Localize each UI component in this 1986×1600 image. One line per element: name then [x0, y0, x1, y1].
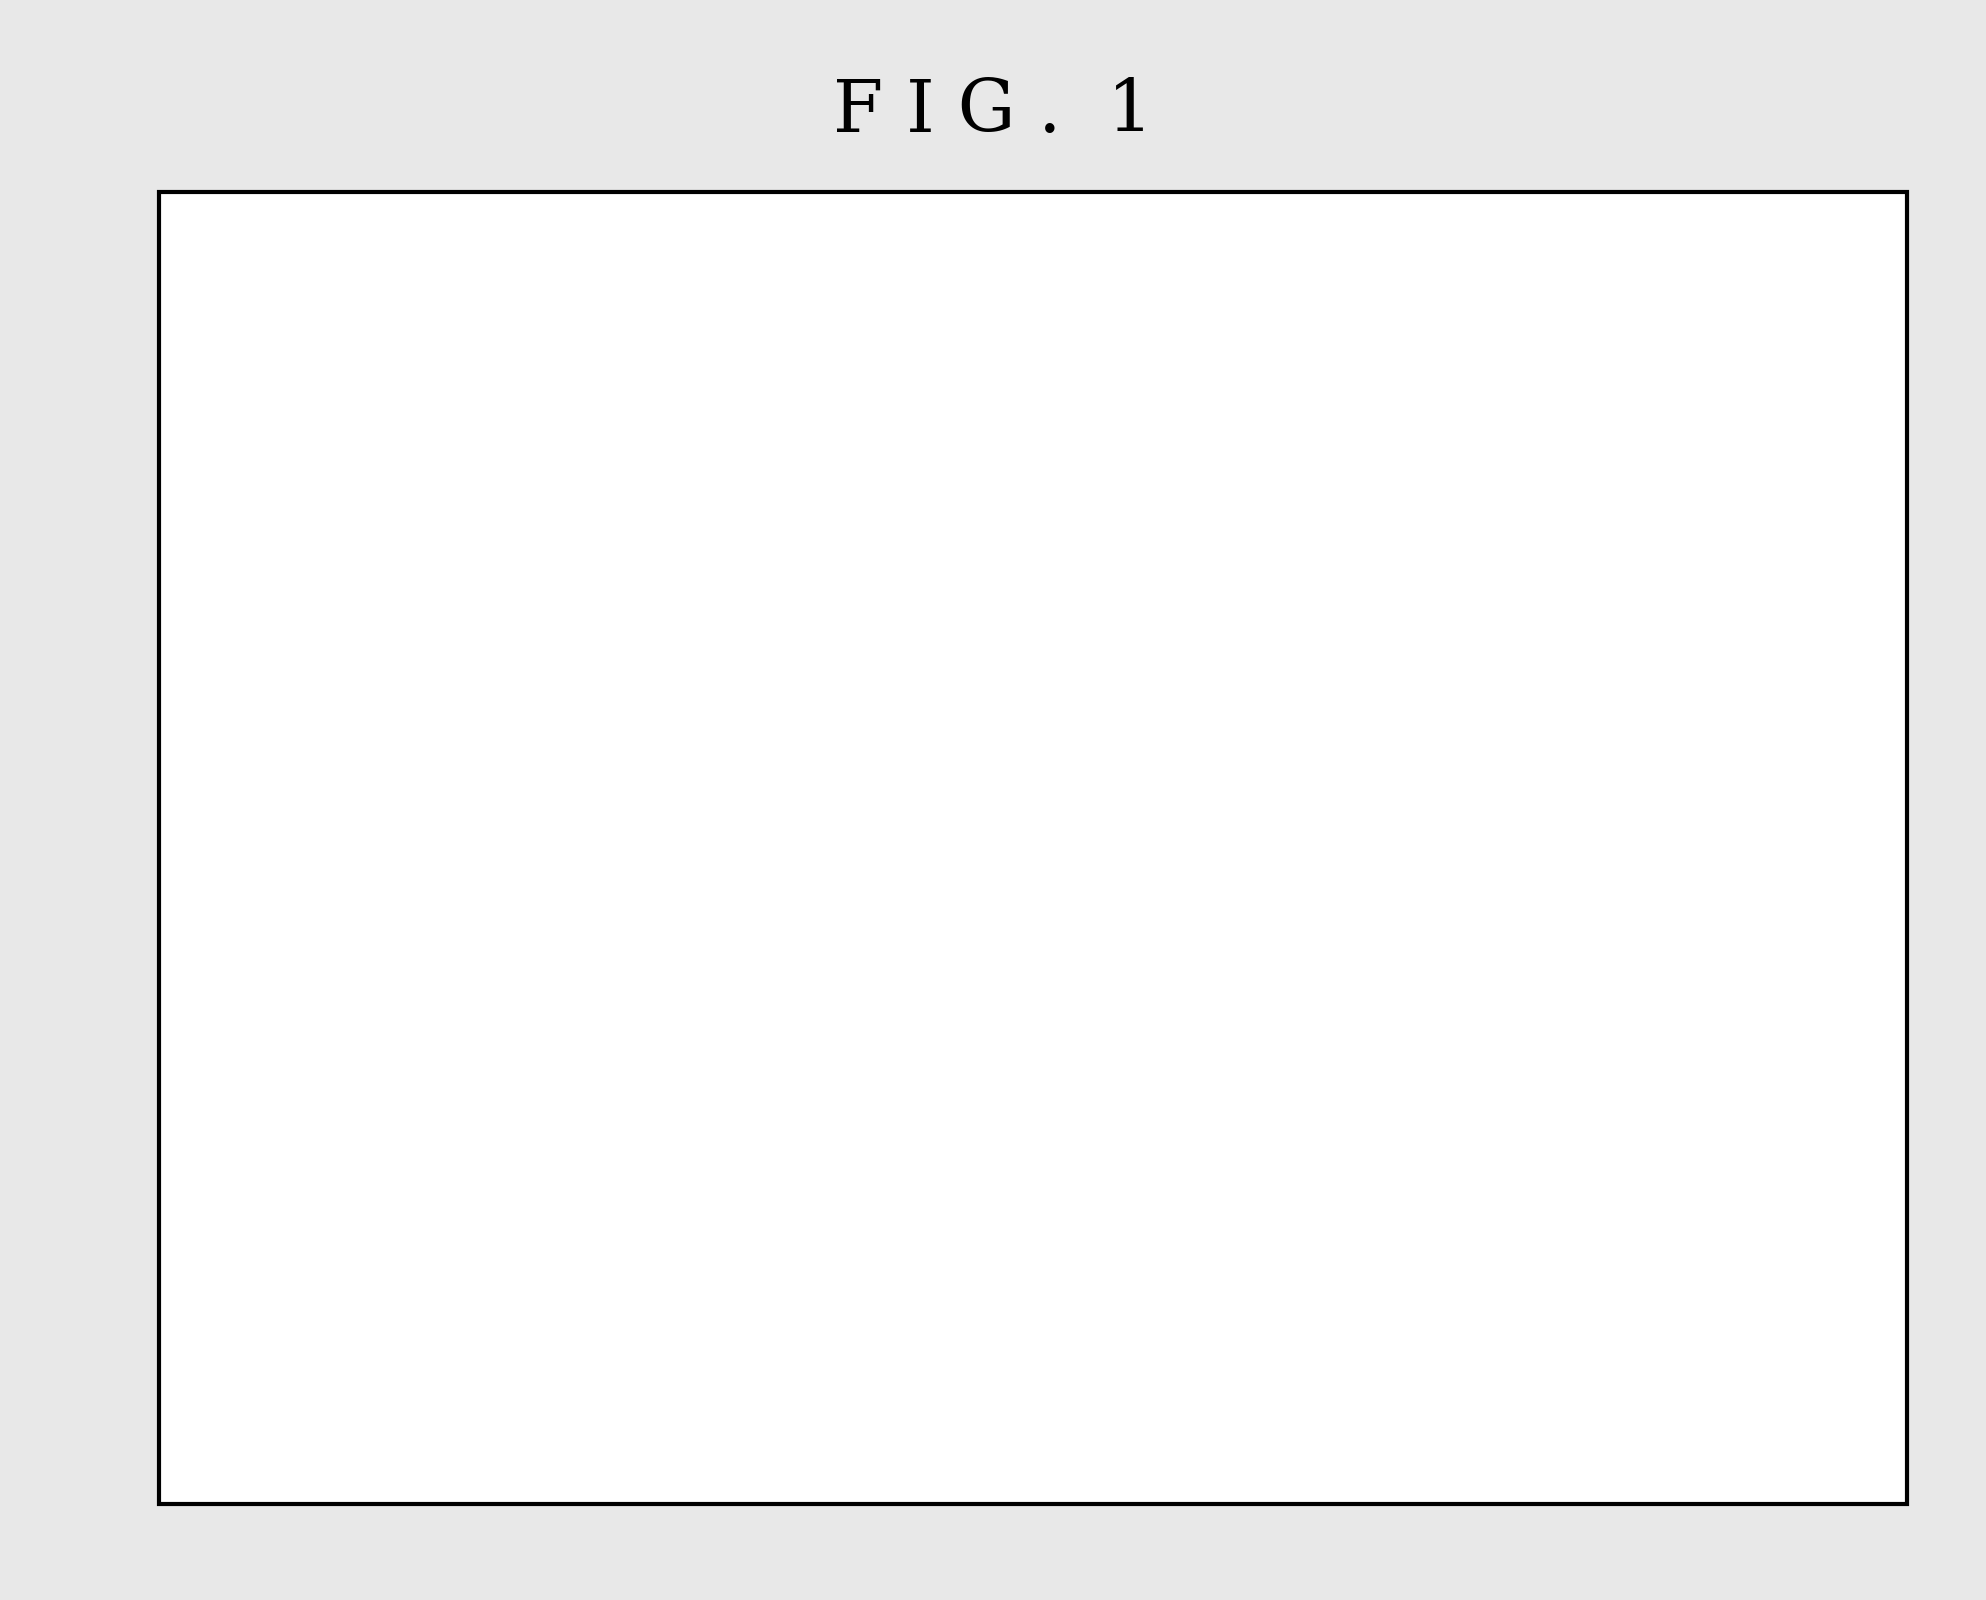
Text: F I G .  1: F I G . 1 — [832, 77, 1154, 147]
Y-axis label: amount of deposited Ni element
(atoms⁄cm2): amount of deposited Ni element (atoms⁄cm… — [191, 582, 258, 1082]
X-axis label: rotational acceleration speed  (rpm⁄sec): rotational acceleration speed (rpm⁄sec) — [824, 1456, 1440, 1486]
